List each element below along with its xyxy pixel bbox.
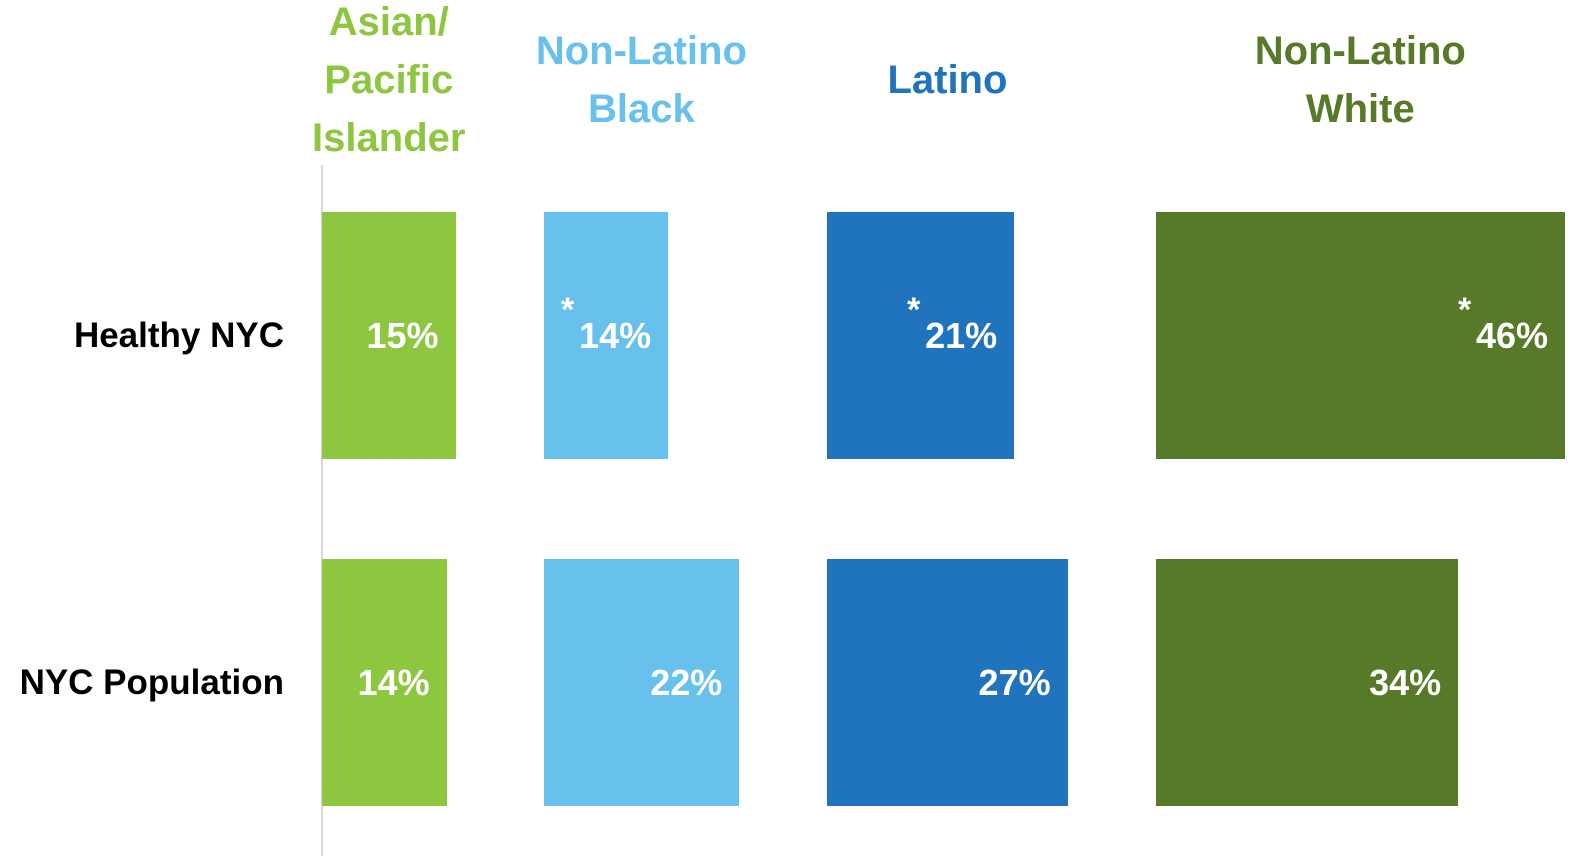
value-label: 14% — [579, 314, 652, 356]
value-label: 15% — [366, 314, 439, 356]
value-label: 34% — [1369, 661, 1442, 703]
bar — [322, 559, 447, 806]
category-label: Healthy NYC — [73, 315, 284, 355]
value-label: 14% — [357, 661, 430, 703]
series-header: Latino — [887, 58, 1008, 102]
value-label-box: 15% — [366, 314, 439, 356]
value-label-box: 27% — [978, 661, 1051, 703]
category-label: NYC Population — [19, 662, 284, 702]
value-label-group: 46% * — [1458, 291, 1548, 356]
bar — [1155, 559, 1459, 806]
value-label-box: 21% * — [907, 291, 998, 356]
value-label-box: 14% * — [561, 291, 652, 356]
series-header: Asian/ Pacific Islander — [312, 0, 466, 160]
axis-line — [321, 165, 323, 856]
value-label-group: 15% — [366, 314, 439, 356]
series-header: Non-Latino White — [1254, 29, 1466, 131]
significance-marker: * — [1457, 290, 1472, 329]
series-header: Non-Latino Black — [535, 29, 747, 131]
value-label-group: 21% * — [907, 291, 998, 356]
value-label: 27% — [978, 661, 1051, 703]
value-label-group: 22% — [650, 661, 723, 703]
bar — [543, 212, 669, 459]
bar — [827, 559, 1068, 806]
bar — [827, 212, 1015, 459]
bar — [322, 212, 456, 459]
value-label-box: 34% — [1369, 661, 1442, 703]
bar — [1155, 212, 1565, 459]
significance-marker: * — [561, 290, 575, 329]
value-label-box: 14% — [357, 661, 430, 703]
value-label-group: 34% — [1369, 661, 1442, 703]
bar — [543, 559, 740, 806]
significance-marker: * — [907, 290, 921, 329]
value-label-group: 27% — [978, 661, 1051, 703]
value-label-group: 14% * — [561, 291, 652, 356]
value-label: 21% — [925, 314, 998, 356]
value-label-box: 46% * — [1458, 291, 1548, 356]
value-label-box: 22% — [650, 661, 723, 703]
value-label: 22% — [650, 661, 723, 703]
value-label-group: 14% — [357, 661, 430, 703]
value-label: 46% — [1475, 314, 1548, 356]
